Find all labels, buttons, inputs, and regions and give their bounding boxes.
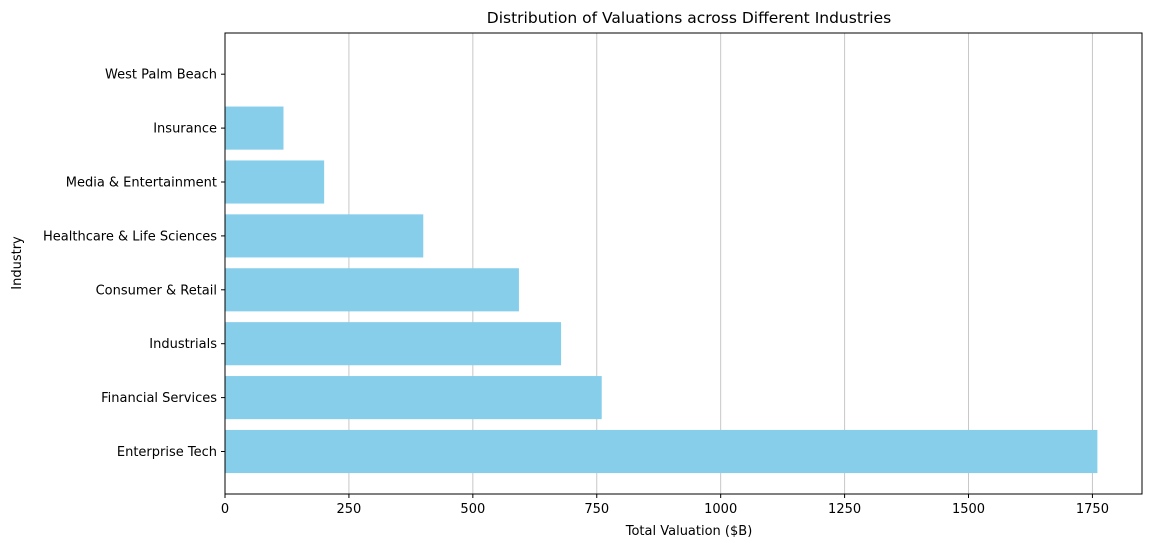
bar [225, 214, 424, 258]
x-tick-label: 1500 [952, 502, 985, 517]
y-tick-label: Media & Entertainment [66, 176, 217, 191]
x-axis-title: Total Valuation ($B) [625, 524, 753, 539]
chart-title: Distribution of Valuations across Differ… [487, 9, 891, 27]
bar [225, 322, 562, 366]
y-axis-title: Industry [10, 236, 25, 290]
x-tick-label: 0 [221, 502, 229, 517]
bar [225, 160, 325, 204]
bar [225, 106, 284, 150]
y-tick-label: Insurance [153, 122, 217, 137]
bar [225, 376, 602, 420]
y-tick-label: Industrials [149, 337, 217, 352]
x-tick-label: 750 [584, 502, 609, 517]
y-tick-label: West Palm Beach [105, 68, 217, 83]
x-tick-label: 500 [460, 502, 485, 517]
bars [225, 106, 1098, 474]
bar [225, 268, 519, 312]
y-tick-label: Financial Services [101, 391, 217, 406]
x-tick-label: 250 [337, 502, 362, 517]
y-tick-label: Healthcare & Life Sciences [43, 229, 217, 244]
x-tick-label: 1250 [828, 502, 861, 517]
y-tick-label: Enterprise Tech [117, 445, 217, 460]
x-tick-label: 1750 [1076, 502, 1109, 517]
bar [225, 429, 1098, 474]
y-axis-ticks: Enterprise Tech Financial Services Industr… [43, 68, 225, 460]
y-tick-label: Consumer & Retail [96, 283, 217, 298]
plot-frame [224, 32, 1143, 495]
x-tick-label: 1000 [704, 502, 737, 517]
x-axis-ticks: 0 250 500 750 1000 1250 1500 1750 [221, 494, 1109, 517]
